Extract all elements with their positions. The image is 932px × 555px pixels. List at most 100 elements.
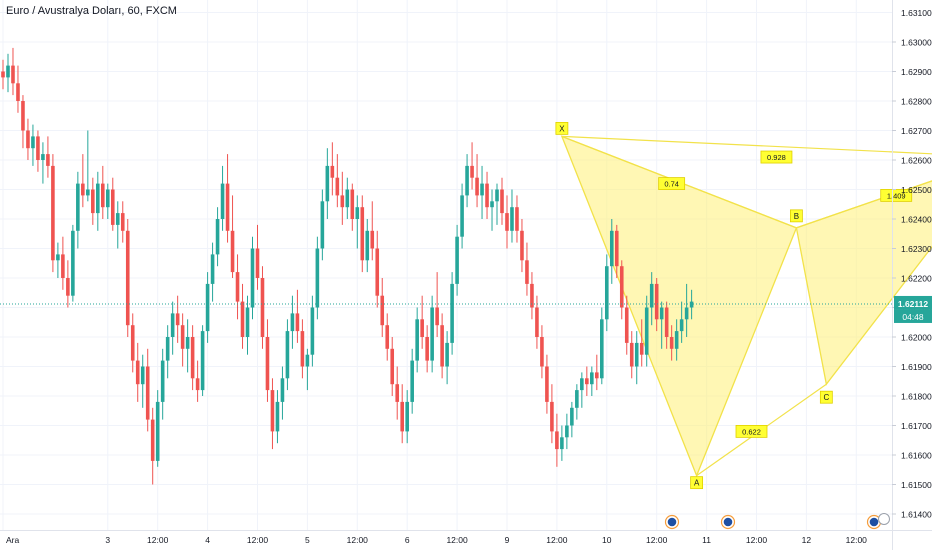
x-tick-label: 9 [505, 535, 510, 545]
event-counter-icon[interactable] [878, 513, 890, 525]
candle-body [170, 313, 175, 337]
candle-body [445, 342, 449, 367]
candle-body [585, 378, 589, 385]
x-tick-label: 12:00 [546, 535, 568, 545]
candle-body [91, 189, 95, 214]
candle-body [400, 401, 404, 432]
x-tick-label: 3 [105, 535, 110, 545]
candle-body [220, 183, 225, 219]
candle-body [570, 407, 574, 426]
pattern-leg-xd[interactable] [561, 135, 932, 157]
candle-body [410, 360, 414, 402]
candle-body [26, 130, 30, 149]
candle-body [604, 266, 609, 320]
y-tick-label: 1.62800 [901, 97, 932, 107]
chart-title: Euro / Avustralya Doları, 60, FXCM [6, 5, 177, 17]
point-label-box [690, 476, 704, 490]
candle-body [380, 295, 385, 326]
candle-body [510, 207, 514, 231]
countdown-badge[interactable] [894, 309, 932, 323]
candle-body [565, 425, 569, 438]
x-tick-label: 12:00 [347, 535, 369, 545]
candle-body [639, 342, 644, 355]
y-tick-label: 1.63100 [901, 8, 932, 18]
candle-body [420, 319, 424, 337]
candle-body [629, 342, 634, 367]
candle-body [240, 301, 245, 337]
y-tick-label: 1.62400 [901, 215, 932, 225]
ratio-label: 1.409 [887, 191, 906, 200]
x-tick-label: 12:00 [147, 535, 169, 545]
candle-body [560, 437, 564, 450]
candle-body [120, 213, 125, 231]
candle-body [684, 307, 689, 320]
candle-body [365, 230, 370, 261]
candle-body [180, 325, 185, 349]
candle-body [395, 384, 400, 402]
candle-body [96, 183, 100, 214]
y-tick-label: 1.61700 [901, 421, 932, 431]
last-price-value: 1.62112 [898, 299, 929, 309]
candle-body [86, 189, 90, 196]
candle-body [310, 307, 315, 355]
ratio-label: 0.74 [664, 180, 679, 189]
candle-body [11, 65, 15, 84]
candle-body [51, 165, 55, 261]
candle-body [390, 348, 395, 385]
candle-body [6, 65, 10, 78]
candle-body [634, 342, 639, 367]
candle-body [659, 307, 664, 320]
x-tick-label: Ara [6, 535, 20, 545]
candle-body [235, 272, 240, 302]
candle-body [545, 366, 549, 402]
candle-body [315, 248, 320, 308]
candle-body [81, 183, 85, 196]
y-tick-label: 1.62300 [901, 244, 932, 254]
candle-body [624, 307, 629, 343]
candle-body [674, 331, 679, 349]
candle-body [455, 236, 459, 284]
y-tick-label: 1.62900 [901, 67, 932, 77]
candle-body [370, 230, 375, 249]
y-tick-label: 1.62600 [901, 156, 932, 166]
candle-body [76, 183, 80, 231]
candle-body [425, 337, 429, 361]
candle-body [61, 254, 65, 278]
candle-body [145, 366, 150, 420]
candle-body [140, 366, 145, 385]
point-label-x: X [559, 124, 565, 133]
candle-body [405, 401, 409, 432]
candle-body [185, 337, 190, 349]
candle-body [210, 254, 215, 284]
x-tick-label: 4 [205, 535, 210, 545]
ratio-label-box [658, 177, 686, 191]
candle-body [175, 313, 180, 326]
candle-body [345, 189, 350, 208]
candle-body [350, 189, 355, 219]
candle-body [71, 230, 75, 296]
last-price-badge[interactable] [894, 295, 932, 310]
time-axis[interactable]: Ara 3 12:00 4 12:00 5 12:00 6 12:00 9 12:00 10 12:00… [0, 530, 932, 546]
candle-body [21, 101, 25, 131]
candle-body [360, 207, 365, 261]
candle-body [520, 230, 524, 261]
y-tick-label: 1.62500 [901, 185, 932, 195]
candle-body [1, 71, 5, 78]
y-tick-label: 1.62700 [901, 126, 932, 136]
countdown-value: 04:48 [902, 312, 924, 322]
candle-body [275, 401, 280, 432]
point-label-box [819, 390, 833, 404]
candle-body [101, 183, 105, 208]
candle-body [115, 213, 120, 225]
candle-body [385, 325, 390, 349]
candle-body [110, 189, 115, 225]
economic-events[interactable] [664, 513, 890, 530]
price-axis[interactable]: 1.61400 1.61500 1.61600 1.61700 1.61800 1.619… [892, 0, 932, 550]
y-tick-label: 1.62000 [901, 333, 932, 343]
candle-body [280, 378, 285, 402]
candle-body [340, 195, 345, 208]
x-tick-label: 12:00 [646, 535, 668, 545]
point-label-box [555, 122, 569, 135]
